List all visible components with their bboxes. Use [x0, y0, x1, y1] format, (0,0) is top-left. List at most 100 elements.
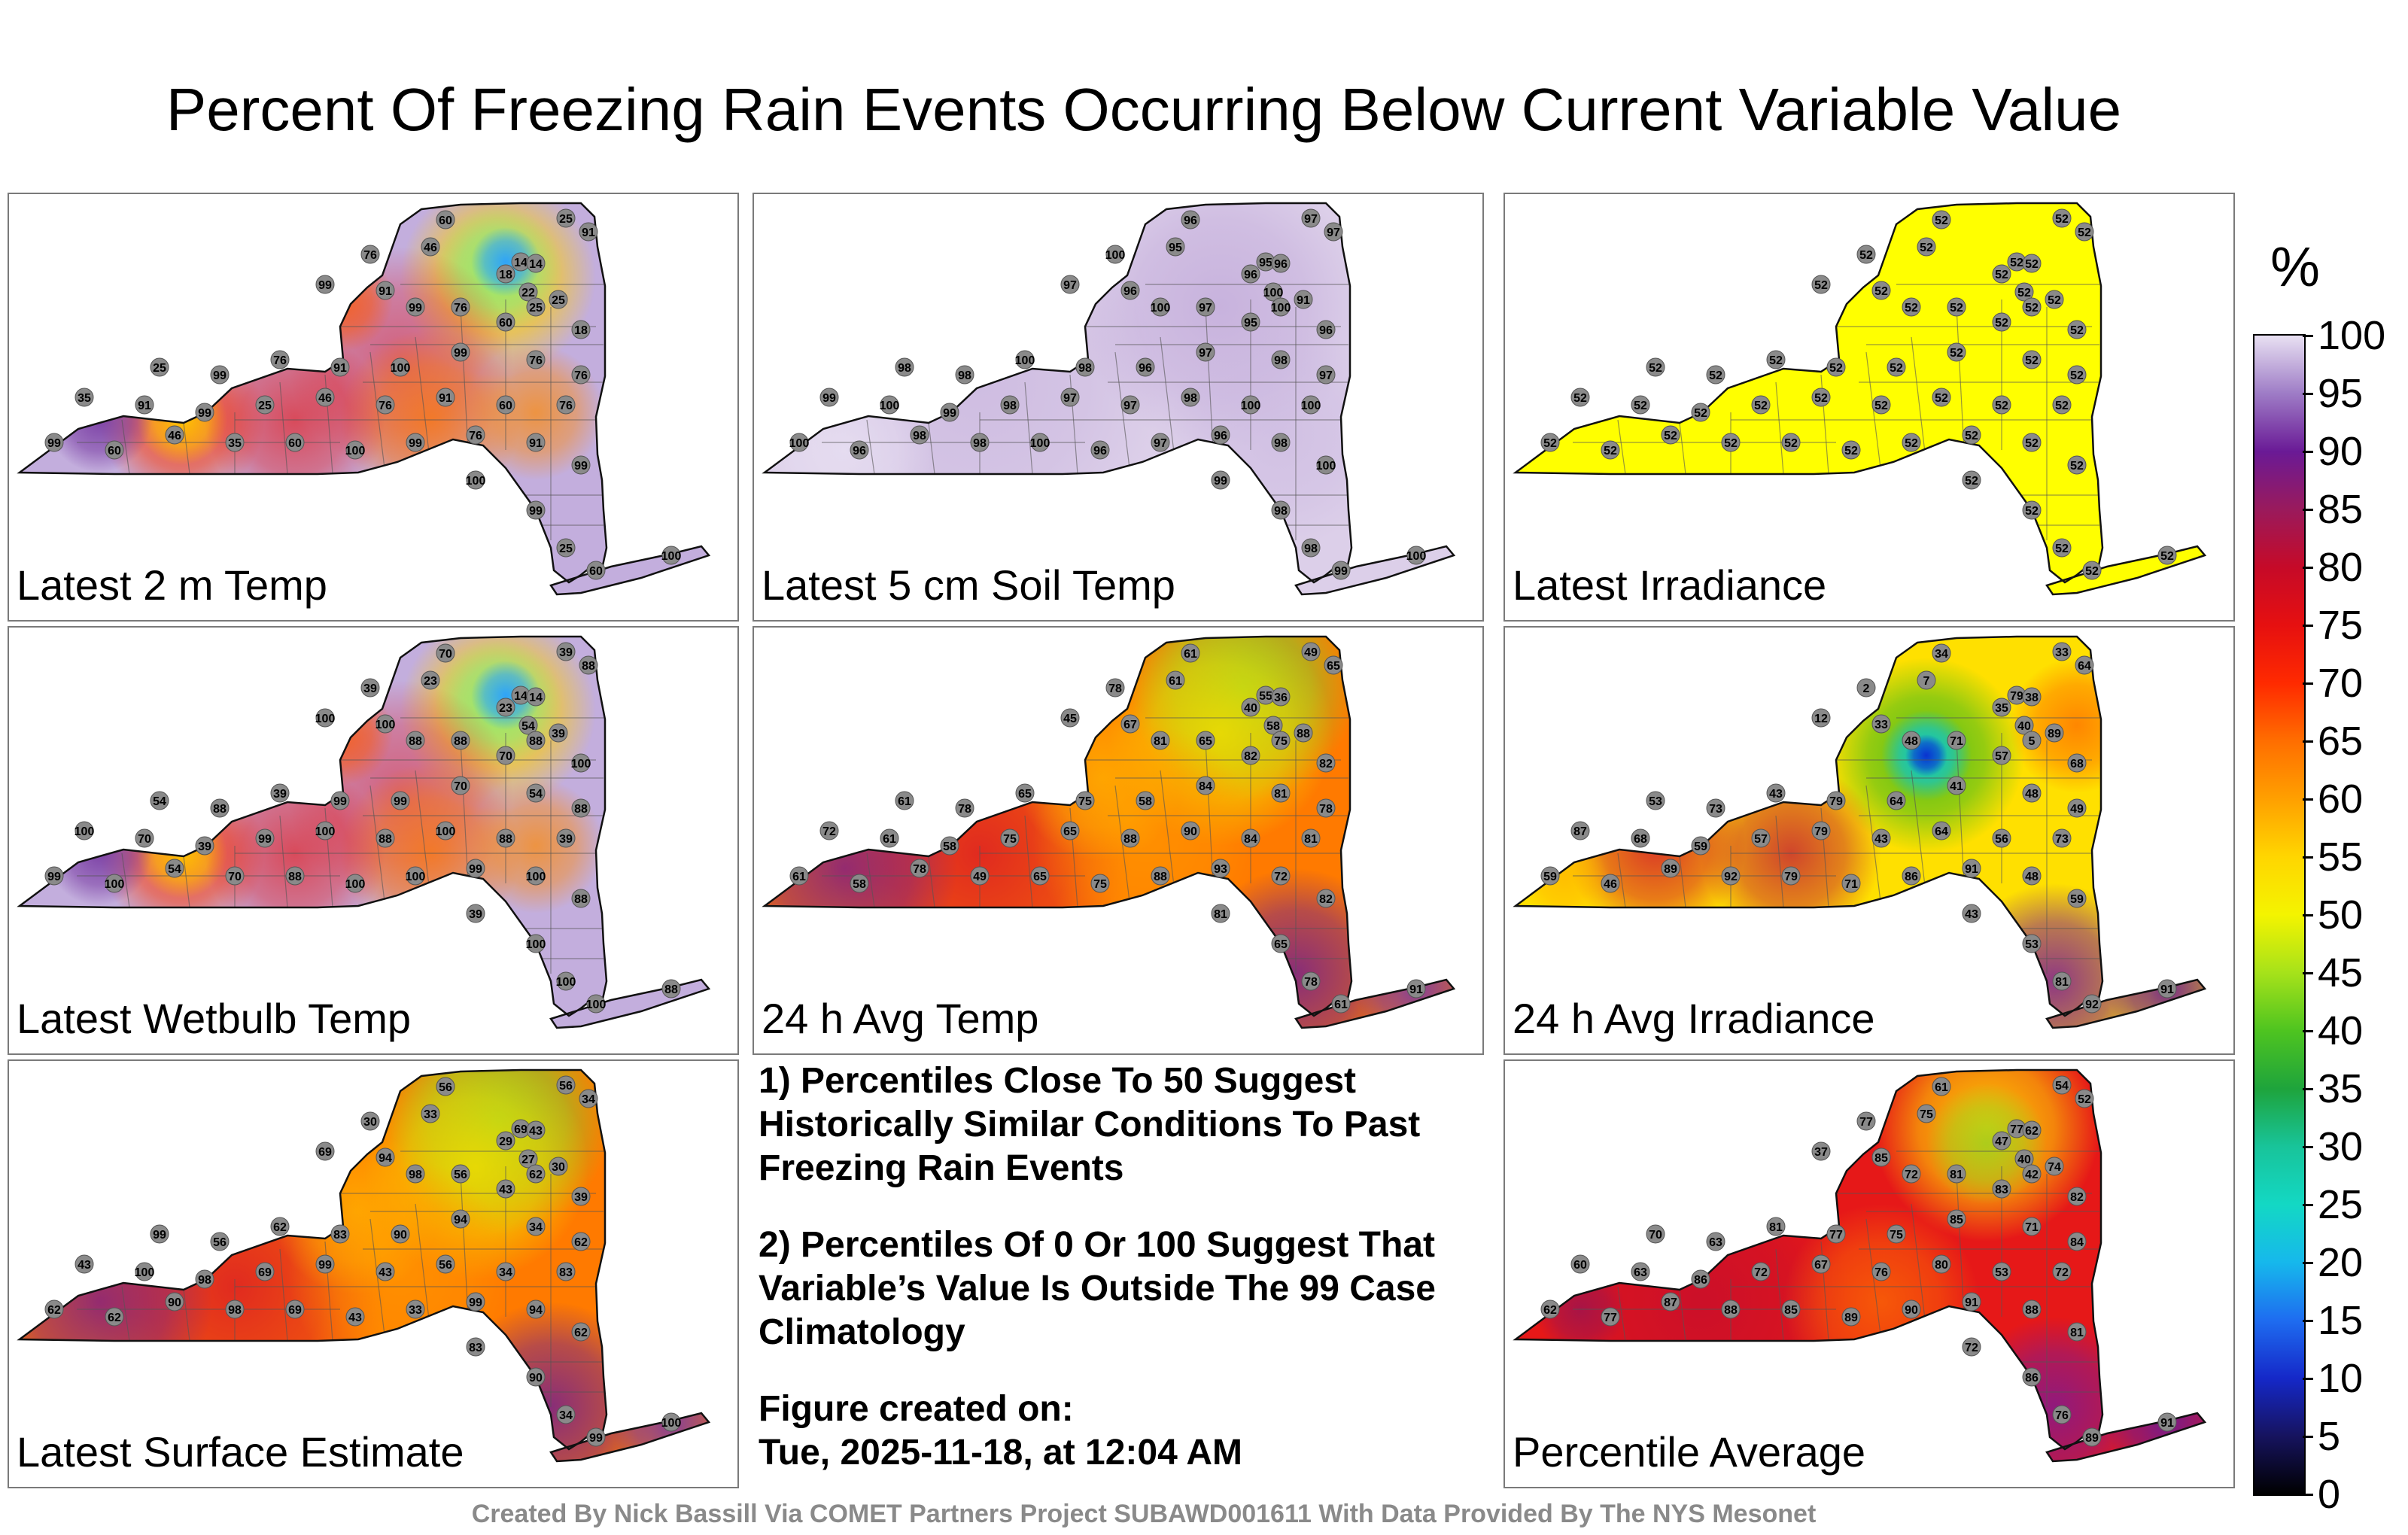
- station-marker: 82: [1241, 746, 1260, 765]
- station-value: 93: [1214, 863, 1227, 876]
- station-value: 91: [2160, 1417, 2174, 1430]
- station-marker: 96: [1181, 210, 1200, 229]
- station-marker: 52: [2052, 208, 2072, 228]
- station-marker: 91: [1962, 1292, 1981, 1312]
- station-value: 96: [1244, 269, 1257, 281]
- station-value: 98: [913, 430, 926, 442]
- station-value: 5: [2029, 735, 2036, 748]
- station-value: 91: [2160, 983, 2174, 996]
- station-value: 89: [1664, 863, 1677, 876]
- station-value: 77: [1829, 1229, 1843, 1242]
- station-value: 52: [1890, 362, 1903, 375]
- station-marker: 65: [1015, 783, 1035, 803]
- station-marker: 84: [2067, 1232, 2087, 1251]
- station-marker: 72: [1902, 1164, 1921, 1184]
- station-value: 61: [883, 833, 896, 846]
- station-marker: 52: [1661, 425, 1680, 445]
- station-value: 65: [1199, 735, 1212, 748]
- station-marker: 88: [571, 798, 591, 818]
- station-marker: 70: [496, 746, 515, 765]
- station-value: 76: [454, 302, 467, 315]
- station-marker: 98: [1271, 350, 1291, 369]
- station-value: 83: [469, 1342, 482, 1354]
- station-value: 100: [315, 825, 336, 838]
- station-marker: 22: [518, 282, 538, 302]
- station-marker: 100: [556, 971, 576, 991]
- station-value: 88: [664, 983, 678, 996]
- station-value: 69: [258, 1266, 272, 1279]
- station-value: 39: [198, 840, 211, 853]
- station-marker: 61: [880, 828, 899, 848]
- station-value: 100: [105, 878, 125, 891]
- station-marker: 57: [1992, 746, 2011, 765]
- station-value: 76: [379, 400, 392, 412]
- station-marker: 54: [2052, 1075, 2072, 1095]
- station-value: 70: [499, 750, 512, 763]
- station-value: 70: [228, 871, 242, 883]
- station-marker: 52: [2157, 546, 2177, 565]
- station-value: 85: [1784, 1304, 1798, 1317]
- colorbar-tick-mark: [2303, 1030, 2313, 1032]
- station-value: 52: [1784, 437, 1798, 450]
- station-marker: 45: [1060, 708, 1080, 728]
- station-marker: 100: [345, 874, 365, 893]
- station-marker: 90: [165, 1292, 184, 1312]
- station-value: 78: [1108, 682, 1122, 695]
- station-value: 43: [529, 1125, 543, 1138]
- station-marker: 88: [451, 731, 470, 750]
- station-marker: 49: [2067, 798, 2087, 818]
- station-marker: 100: [586, 994, 606, 1014]
- station-marker: 52: [1856, 245, 1876, 264]
- station-marker: 100: [1030, 433, 1050, 452]
- state-outline: [1513, 1068, 2104, 1451]
- station-value: 55: [1259, 690, 1272, 703]
- station-value: 25: [258, 400, 272, 412]
- colorbar-tick-mark: [2303, 798, 2313, 801]
- station-marker: 91: [375, 281, 395, 300]
- station-value: 35: [1995, 702, 2008, 715]
- station-value: 42: [2025, 1169, 2039, 1181]
- station-value: 34: [582, 1093, 595, 1106]
- station-marker: 97: [1324, 222, 1343, 242]
- station-value: 96: [1274, 258, 1288, 271]
- station-value: 91: [1965, 1296, 1978, 1309]
- station-marker: 97: [1316, 365, 1336, 385]
- station-marker: 100: [315, 708, 335, 728]
- station-value: 96: [1214, 430, 1227, 442]
- station-value: 7: [1923, 675, 1930, 688]
- station-marker: 88: [1294, 723, 1313, 743]
- station-value: 57: [1995, 750, 2008, 763]
- station-marker: 58: [1263, 716, 1283, 735]
- station-marker: 99: [571, 455, 591, 475]
- station-value: 96: [1184, 214, 1197, 227]
- station-value: 76: [469, 430, 482, 442]
- station-marker: 60: [285, 433, 305, 452]
- station-value: 89: [1844, 1312, 1858, 1324]
- colorbar-tick-label: 85: [2318, 487, 2364, 532]
- station-value: 81: [1214, 908, 1227, 921]
- station-marker: 79: [1826, 791, 1846, 810]
- state-outline: [1513, 202, 2104, 584]
- station-marker: 62: [526, 1164, 546, 1184]
- colorbar-tick-mark: [2303, 1204, 2313, 1206]
- station-value: 99: [258, 833, 272, 846]
- colorbar-tick-mark: [2303, 1320, 2313, 1322]
- station-value: 86: [2025, 1372, 2039, 1385]
- station-marker: 30: [360, 1111, 380, 1131]
- station-marker: 83: [1992, 1179, 2011, 1199]
- station-value: 88: [499, 833, 512, 846]
- station-value: 49: [1304, 646, 1318, 659]
- station-marker: 52: [1781, 433, 1801, 452]
- station-marker: 52: [1932, 388, 1951, 407]
- station-value: 53: [2025, 938, 2039, 951]
- station-value: 75: [1093, 878, 1107, 891]
- station-marker: 46: [315, 388, 335, 407]
- station-value: 70: [1649, 1229, 1662, 1242]
- station-value: 81: [1154, 735, 1167, 748]
- station-value: 76: [529, 354, 543, 367]
- station-value: 38: [2025, 692, 2039, 704]
- station-marker: 85: [1781, 1299, 1801, 1319]
- station-marker: 56: [436, 1254, 455, 1274]
- station-marker: 57: [1751, 828, 1771, 848]
- long-island-outline: [2045, 1412, 2207, 1463]
